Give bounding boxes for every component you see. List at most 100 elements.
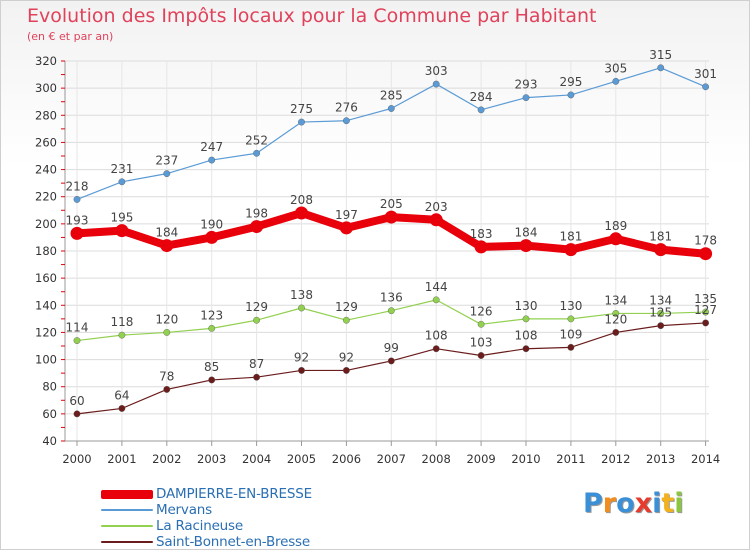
axes: 40 60 80 100 120 140 160 180 200 220 240 260 280 300 3… [35, 54, 720, 466]
legend: DAMPIERRE-EN-BRESSE Mervans La Racineuse Sa… [101, 486, 312, 550]
data-label-la-racineuse: 118 [110, 315, 133, 329]
data-label-la-racineuse: 129 [245, 300, 268, 314]
data-point-mervans [432, 80, 440, 88]
data-label-mervans: 305 [604, 61, 627, 75]
data-point-dampierre-en-bresse [519, 239, 533, 253]
data-label-saint-bonnet-en-bresse: 78 [159, 369, 174, 383]
data-point-mervans [208, 156, 216, 164]
y-tick-label: 40 [42, 434, 57, 448]
y-tick-label: 260 [35, 135, 57, 149]
data-label-mervans: 293 [515, 78, 538, 92]
data-point-dampierre-en-bresse [384, 210, 398, 224]
data-point-dampierre-en-bresse [474, 240, 488, 254]
data-label-saint-bonnet-en-bresse: 103 [470, 336, 493, 350]
data-label-la-racineuse: 134 [649, 293, 672, 307]
series-lines [70, 64, 713, 418]
data-label-saint-bonnet-en-bresse: 64 [114, 388, 129, 402]
y-tick-label: 60 [42, 407, 57, 421]
data-point-saint-bonnet-en-bresse [163, 386, 171, 393]
data-label-mervans: 252 [245, 133, 268, 147]
data-label-saint-bonnet-en-bresse: 99 [384, 341, 399, 355]
data-point-la-racineuse [387, 307, 395, 315]
data-label-mervans: 284 [470, 90, 493, 104]
data-point-saint-bonnet-en-bresse [298, 367, 305, 374]
data-point-dampierre-en-bresse [70, 226, 84, 240]
data-label-saint-bonnet-en-bresse: 127 [694, 303, 717, 317]
data-point-dampierre-en-bresse [699, 247, 713, 261]
data-point-saint-bonnet-en-bresse [657, 322, 665, 330]
data-point-saint-bonnet-en-bresse [612, 329, 620, 336]
data-label-dampierre-en-bresse: 184 [515, 226, 538, 240]
y-tick-label: 80 [42, 380, 57, 394]
data-point-dampierre-en-bresse [609, 232, 623, 246]
data-label-la-racineuse: 123 [200, 308, 223, 322]
x-tick-label: 2005 [287, 452, 316, 466]
data-label-mervans: 303 [425, 64, 448, 78]
data-label-mervans: 315 [649, 48, 672, 62]
legend-item: Saint-Bonnet-en-Bresse [101, 534, 312, 550]
data-point-mervans [163, 170, 171, 178]
data-point-la-racineuse [432, 296, 440, 304]
data-label-mervans: 247 [200, 140, 223, 154]
legend-label: Saint-Bonnet-en-Bresse [156, 534, 310, 550]
data-label-la-racineuse: 138 [290, 288, 313, 302]
data-label-saint-bonnet-en-bresse: 92 [339, 350, 354, 364]
data-label-dampierre-en-bresse: 195 [110, 211, 133, 225]
data-label-la-racineuse: 114 [66, 321, 89, 335]
data-label-saint-bonnet-en-bresse: 85 [204, 360, 219, 374]
data-point-mervans [387, 105, 395, 112]
y-tick-label: 140 [35, 298, 57, 312]
data-label-la-racineuse: 134 [604, 293, 627, 307]
data-point-dampierre-en-bresse [250, 220, 264, 234]
x-tick-label: 2007 [377, 452, 406, 466]
data-label-dampierre-en-bresse: 183 [470, 227, 493, 241]
data-label-la-racineuse: 126 [470, 304, 493, 318]
data-label-dampierre-en-bresse: 181 [559, 230, 582, 244]
data-point-saint-bonnet-en-bresse [432, 345, 440, 353]
data-point-saint-bonnet-en-bresse [387, 357, 395, 365]
data-point-dampierre-en-bresse [564, 243, 578, 257]
x-tick-label: 2012 [601, 452, 630, 466]
data-point-mervans [522, 94, 530, 102]
x-tick-label: 2008 [422, 452, 451, 466]
data-label-la-racineuse: 130 [559, 299, 582, 313]
data-point-saint-bonnet-en-bresse [253, 373, 261, 381]
data-point-mervans [253, 149, 261, 157]
data-label-mervans: 276 [335, 101, 358, 115]
y-tick-label: 120 [35, 325, 57, 339]
data-point-la-racineuse [253, 316, 261, 324]
data-point-mervans [118, 178, 126, 186]
data-label-mervans: 301 [694, 67, 717, 81]
legend-label: Mervans [156, 502, 212, 518]
data-label-dampierre-en-bresse: 208 [290, 193, 313, 207]
data-point-dampierre-en-bresse [295, 206, 308, 220]
data-point-dampierre-en-bresse [205, 230, 219, 244]
data-label-mervans: 285 [380, 89, 403, 103]
data-point-saint-bonnet-en-bresse [522, 345, 530, 353]
x-tick-label: 2001 [107, 452, 136, 466]
data-label-dampierre-en-bresse: 178 [694, 234, 717, 248]
data-point-mervans [73, 196, 81, 203]
data-label-saint-bonnet-en-bresse: 125 [649, 306, 672, 320]
data-point-saint-bonnet-en-bresse [702, 319, 709, 327]
data-point-saint-bonnet-en-bresse [342, 367, 350, 374]
legend-item: Mervans [101, 502, 312, 518]
data-label-dampierre-en-bresse: 198 [245, 207, 268, 221]
data-point-dampierre-en-bresse [160, 239, 174, 253]
data-point-saint-bonnet-en-bresse [208, 376, 216, 384]
data-label-saint-bonnet-en-bresse: 92 [294, 350, 309, 364]
data-point-la-racineuse [342, 316, 350, 324]
data-point-la-racineuse [163, 329, 171, 336]
data-point-la-racineuse [477, 320, 485, 328]
data-label-mervans: 231 [110, 162, 133, 176]
legend-label: La Racineuse [156, 518, 243, 534]
data-label-saint-bonnet-en-bresse: 108 [425, 329, 448, 343]
data-point-la-racineuse [702, 308, 709, 316]
data-label-dampierre-en-bresse: 184 [155, 226, 178, 240]
legend-swatch [101, 509, 153, 511]
x-tick-label: 2010 [511, 452, 540, 466]
legend-label: DAMPIERRE-EN-BRESSE [156, 486, 312, 502]
data-label-mervans: 275 [290, 102, 313, 116]
data-label-saint-bonnet-en-bresse: 60 [69, 394, 84, 408]
